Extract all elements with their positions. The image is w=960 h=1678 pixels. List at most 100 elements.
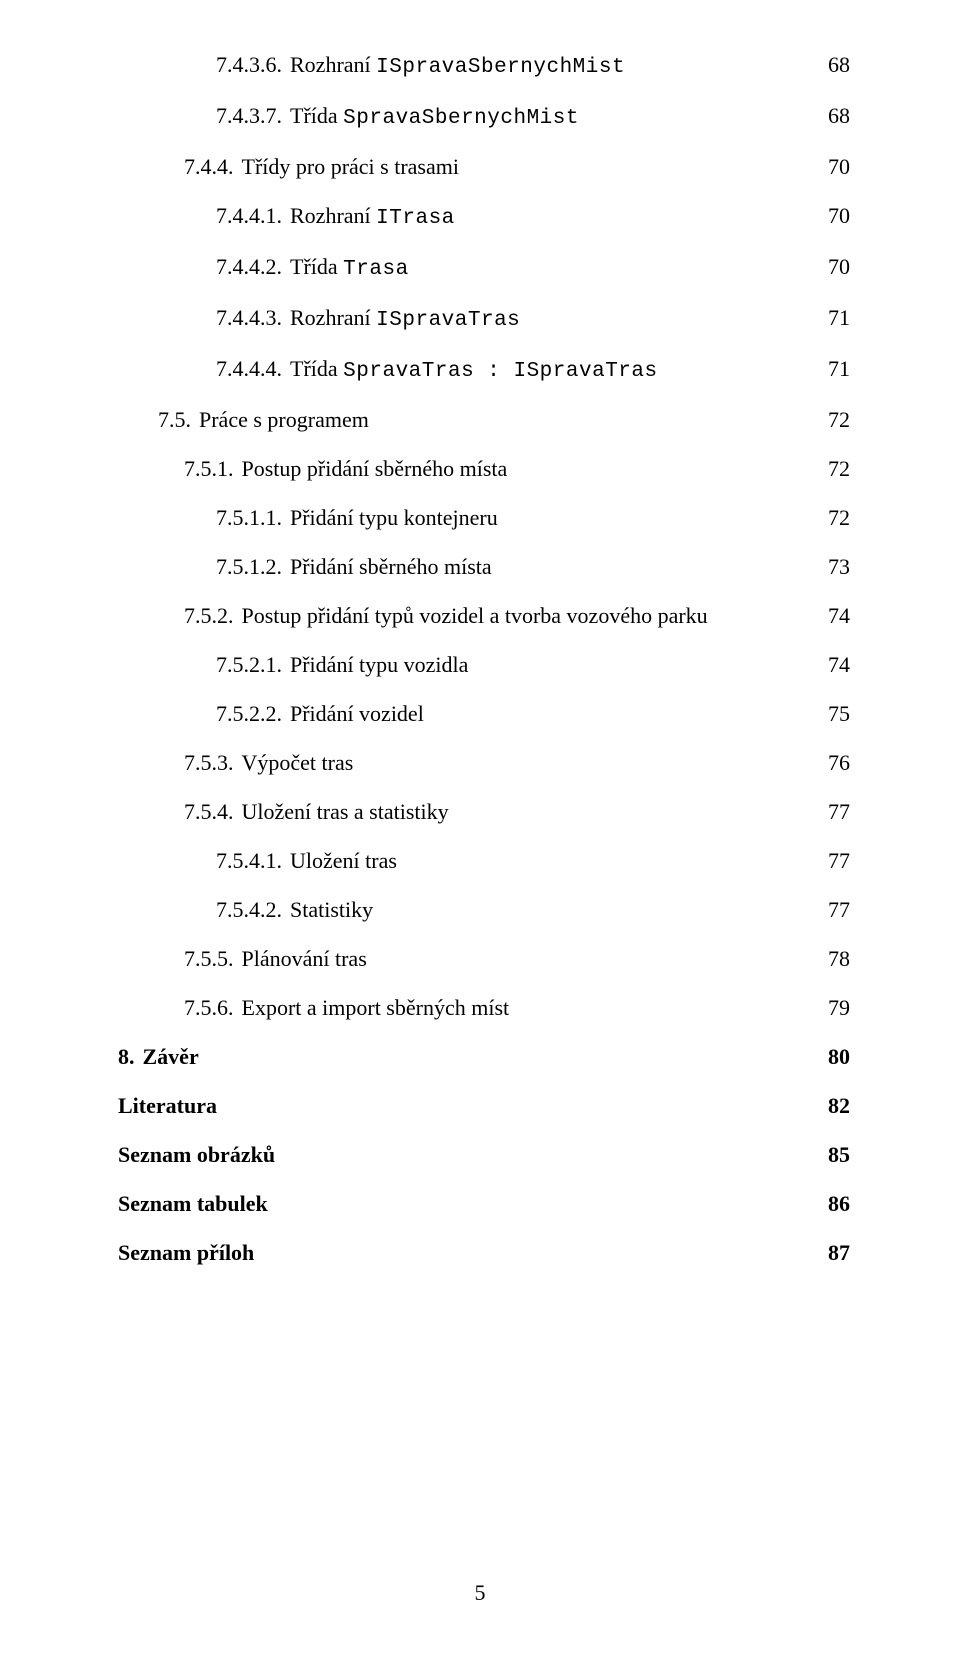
toc-entry-title: Třída Trasa bbox=[290, 256, 409, 280]
toc-entry: Literatura 82 bbox=[118, 1095, 850, 1117]
toc-entry-title: Rozhraní ITrasa bbox=[290, 205, 455, 229]
toc-entry: 7.5.4.Uložení tras a statistiky77 bbox=[118, 801, 850, 823]
toc-entry-page: 72 bbox=[828, 507, 850, 529]
toc-entry-number: 7.4.4.4. bbox=[216, 358, 290, 380]
toc-entry-title: Rozhraní ISpravaTras bbox=[290, 307, 520, 331]
toc-entry-number: 7.4.4.3. bbox=[216, 307, 290, 329]
toc-entry-page: 68 bbox=[828, 105, 850, 127]
toc-entry-title: Třída SpravaTras : ISpravaTras bbox=[290, 358, 658, 382]
toc-entry-title: Plánování tras bbox=[242, 948, 367, 970]
toc-entry-number: 7.5.6. bbox=[184, 997, 242, 1019]
toc-entry-page: 72 bbox=[828, 409, 850, 431]
toc-entry: 7.4.4.3.Rozhraní ISpravaTras 71 bbox=[118, 307, 850, 331]
toc-entry-page: 70 bbox=[828, 205, 850, 227]
toc-entry-page: 77 bbox=[828, 801, 850, 823]
toc-entry-title-text: Přidání typu kontejneru bbox=[290, 505, 498, 530]
toc-entry-number: 7.4.4.2. bbox=[216, 256, 290, 278]
toc-entry: 7.5.2.1.Přidání typu vozidla74 bbox=[118, 654, 850, 676]
toc-entry-code: ITrasa bbox=[376, 207, 455, 230]
toc-entry-number: 7.4.3.6. bbox=[216, 54, 290, 76]
toc-entry-number: 7.5.4. bbox=[184, 801, 242, 823]
toc-entry-title-text: Plánování tras bbox=[242, 946, 367, 971]
toc-entry-title: Výpočet tras bbox=[242, 752, 354, 774]
toc-entry-page: 77 bbox=[828, 899, 850, 921]
toc-entry-number: 7.5.1.2. bbox=[216, 556, 290, 578]
toc-entry: 7.5.6.Export a import sběrných míst 79 bbox=[118, 997, 850, 1019]
toc-entry-title: Uložení tras bbox=[290, 850, 397, 872]
toc-entry-page: 74 bbox=[828, 605, 850, 627]
toc-entry-number: 7.5.4.2. bbox=[216, 899, 290, 921]
toc-entry-code: ISpravaSbernychMist bbox=[376, 56, 625, 79]
toc-entry-title: Práce s programem bbox=[199, 409, 369, 431]
toc-entry-title: Export a import sběrných míst bbox=[242, 997, 510, 1019]
toc-entry: 7.5.4.1.Uložení tras 77 bbox=[118, 850, 850, 872]
toc-entry: 7.5.4.2.Statistiky 77 bbox=[118, 899, 850, 921]
toc-entry-code: ISpravaTras bbox=[376, 309, 520, 332]
toc-entry-page: 87 bbox=[828, 1242, 850, 1264]
toc-entry-title: Postup přidání sběrného místa bbox=[242, 458, 508, 480]
toc-entry-title: Třídy pro práci s trasami bbox=[242, 156, 460, 178]
toc-entry-title-text: Rozhraní bbox=[290, 305, 376, 330]
toc-entry: 7.5.1.1.Přidání typu kontejneru 72 bbox=[118, 507, 850, 529]
toc-entry-title: Závěr bbox=[143, 1046, 199, 1068]
toc-entry-number: 7.5.1.1. bbox=[216, 507, 290, 529]
toc-entry-page: 70 bbox=[828, 156, 850, 178]
toc-entry-title-text: Třída bbox=[290, 103, 343, 128]
toc-entry-title-text: Rozhraní bbox=[290, 203, 376, 228]
toc-entry: Seznam tabulek 86 bbox=[118, 1193, 850, 1215]
toc-entry-code: SpravaSbernychMist bbox=[343, 107, 579, 130]
toc-entry-title: Literatura bbox=[118, 1095, 217, 1117]
toc-entry-title-text: Seznam tabulek bbox=[118, 1191, 268, 1216]
toc-entry-title-text: Postup přidání typů vozidel a tvorba voz… bbox=[242, 603, 708, 628]
toc-entry-title-text: Přidání vozidel bbox=[290, 701, 424, 726]
toc-entry: 7.4.3.6.Rozhraní ISpravaSbernychMist 68 bbox=[118, 54, 850, 78]
toc-entry-page: 80 bbox=[828, 1046, 850, 1068]
toc-entry-title: Seznam tabulek bbox=[118, 1193, 268, 1215]
toc-entry-title: Přidání typu kontejneru bbox=[290, 507, 498, 529]
toc-entry-page: 79 bbox=[828, 997, 850, 1019]
toc-entry: 7.4.3.7.Třída SpravaSbernychMist 68 bbox=[118, 105, 850, 129]
toc-entry-title: Třída SpravaSbernychMist bbox=[290, 105, 579, 129]
toc-entry-title-text: Přidání sběrného místa bbox=[290, 554, 492, 579]
toc-entry-page: 72 bbox=[828, 458, 850, 480]
toc-entry-title: Přidání vozidel bbox=[290, 703, 424, 725]
toc-entry-page: 78 bbox=[828, 948, 850, 970]
toc-entry-page: 68 bbox=[828, 54, 850, 76]
toc-entry: Seznam příloh87 bbox=[118, 1242, 850, 1264]
toc-entry-code: SpravaTras : ISpravaTras bbox=[343, 360, 657, 383]
toc-entry-page: 82 bbox=[828, 1095, 850, 1117]
toc-entry-number: 7.5.4.1. bbox=[216, 850, 290, 872]
toc-entry-page: 77 bbox=[828, 850, 850, 872]
toc-entry-page: 71 bbox=[828, 358, 850, 380]
toc-entry-number: 7.5.1. bbox=[184, 458, 242, 480]
toc-entry: 7.5.3.Výpočet tras76 bbox=[118, 752, 850, 774]
toc-entry: 7.4.4.4.Třída SpravaTras : ISpravaTras 71 bbox=[118, 358, 850, 382]
toc-entry: 8.Závěr80 bbox=[118, 1046, 850, 1068]
toc-entry-title-text: Přidání typu vozidla bbox=[290, 652, 468, 677]
toc-entry: 7.4.4.Třídy pro práci s trasami70 bbox=[118, 156, 850, 178]
toc-entry-page: 86 bbox=[828, 1193, 850, 1215]
toc-entry-number: 7.4.3.7. bbox=[216, 105, 290, 127]
toc-entry: Seznam obrázků85 bbox=[118, 1144, 850, 1166]
toc-entry: 7.5.1.2.Přidání sběrného místa73 bbox=[118, 556, 850, 578]
toc-entry-code: Trasa bbox=[343, 258, 409, 281]
toc-entry-title-text: Třídy pro práci s trasami bbox=[242, 154, 460, 179]
toc-entry-number: 7.5.2.2. bbox=[216, 703, 290, 725]
toc-entry: 7.5.1.Postup přidání sběrného místa 72 bbox=[118, 458, 850, 480]
toc-entry-title-text: Třída bbox=[290, 356, 343, 381]
toc-entry-title-text: Literatura bbox=[118, 1093, 217, 1118]
toc-entry-number: 7.5.2.1. bbox=[216, 654, 290, 676]
toc-entry-number: 7.5.2. bbox=[184, 605, 242, 627]
toc-entry-title-text: Statistiky bbox=[290, 897, 373, 922]
toc-entry-number: 7.5. bbox=[158, 409, 199, 431]
toc-entry: 7.5.Práce s programem 72 bbox=[118, 409, 850, 431]
toc-entry-page: 70 bbox=[828, 256, 850, 278]
toc-entry-title-text: Postup přidání sběrného místa bbox=[242, 456, 508, 481]
toc-entry-title: Postup přidání typů vozidel a tvorba voz… bbox=[242, 605, 708, 627]
toc-entry-title: Seznam obrázků bbox=[118, 1144, 275, 1166]
toc-entry-number: 7.4.4.1. bbox=[216, 205, 290, 227]
toc-entry-title: Rozhraní ISpravaSbernychMist bbox=[290, 54, 625, 78]
toc-entry-page: 71 bbox=[828, 307, 850, 329]
toc-entry-title-text: Závěr bbox=[143, 1044, 199, 1069]
toc-entry: 7.5.5.Plánování tras78 bbox=[118, 948, 850, 970]
